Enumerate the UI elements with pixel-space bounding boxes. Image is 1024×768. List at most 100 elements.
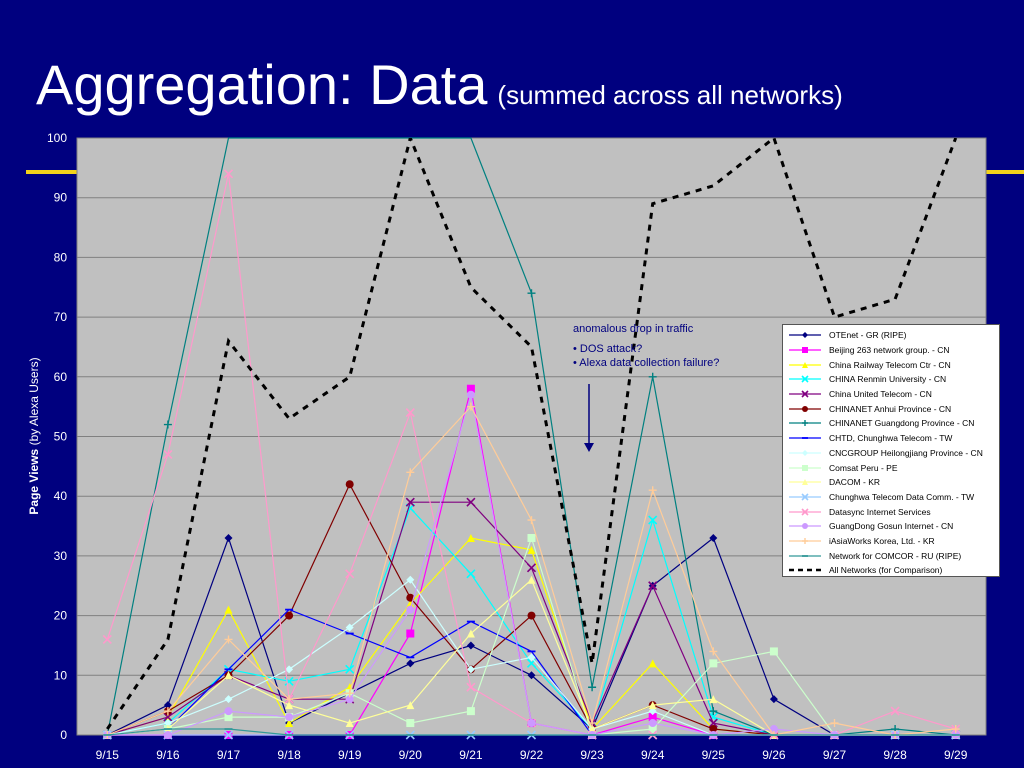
legend-swatch	[789, 508, 821, 516]
data-point	[466, 569, 476, 579]
x-tick-label: 9/21	[459, 748, 483, 762]
data-point	[345, 480, 354, 489]
data-point	[345, 664, 355, 674]
data-point	[223, 730, 234, 740]
data-point	[405, 408, 415, 418]
data-point	[709, 707, 718, 716]
legend-item: iAsiaWorks Korea, Ltd. - KR	[787, 534, 995, 549]
legend-item: Chunghwa Telecom Data Comm. - TW	[787, 490, 995, 505]
data-point	[802, 361, 808, 368]
legend-swatch	[789, 479, 821, 486]
data-point	[224, 707, 233, 716]
y-tick-label: 60	[54, 370, 68, 384]
data-point	[709, 695, 718, 704]
data-point	[163, 449, 173, 459]
y-tick-label: 30	[54, 549, 68, 563]
data-point	[466, 390, 475, 399]
data-point	[802, 405, 808, 412]
data-point	[406, 719, 415, 728]
legend-label: China Railway Telecom Ctr - CN	[829, 359, 951, 370]
data-point	[224, 605, 233, 614]
x-tick-label: 9/15	[96, 748, 120, 762]
y-tick-label: 10	[54, 668, 68, 682]
data-point	[466, 629, 475, 638]
x-tick-label: 9/16	[156, 748, 180, 762]
y-tick-label: 40	[54, 489, 68, 503]
annotation: anomalous drop in traffic • DOS attack? …	[573, 322, 719, 370]
y-tick-label: 100	[47, 131, 67, 145]
data-point	[801, 390, 809, 398]
data-point	[527, 611, 536, 620]
data-point	[951, 725, 960, 734]
series-16	[106, 138, 958, 730]
data-point	[648, 486, 657, 495]
legend-label: CHINANET Anhui Province - CN	[829, 403, 952, 414]
data-point	[648, 701, 657, 710]
data-point	[406, 468, 415, 477]
annotation-bullet-1: • DOS attack?	[573, 343, 643, 355]
legend-swatch	[789, 449, 821, 456]
x-tick-label: 9/26	[762, 748, 786, 762]
legend-label: China United Telecom - CN	[829, 389, 932, 400]
data-point	[802, 449, 808, 456]
y-tick-label: 70	[54, 310, 68, 324]
legend-swatch	[789, 332, 821, 339]
data-point	[285, 695, 294, 704]
legend-item: DACOM - KR	[787, 475, 995, 490]
data-point	[527, 516, 536, 525]
data-point	[802, 420, 808, 427]
legend-label: Datasync Internet Services	[829, 506, 931, 517]
data-point	[588, 725, 597, 734]
chart-legend: OTEnet - GR (RIPE) Beijing 263 network gr…	[782, 324, 1000, 577]
data-point	[285, 701, 294, 710]
legend-label: Beijing 263 network group. - CN	[829, 345, 950, 356]
y-tick-label: 0	[60, 728, 67, 742]
data-point	[527, 289, 536, 298]
data-point	[802, 479, 808, 486]
legend-item: CHINANET Anhui Province - CN	[787, 401, 995, 416]
data-point	[224, 713, 233, 722]
data-point	[466, 533, 475, 542]
data-point	[345, 569, 355, 579]
data-point	[466, 384, 475, 393]
data-point	[708, 718, 718, 728]
arrow-head	[584, 443, 594, 452]
x-tick-label: 9/27	[823, 748, 847, 762]
data-point	[588, 719, 597, 728]
legend-item: Network for COMCOR - RU (RIPE)	[787, 548, 995, 563]
data-point	[527, 719, 536, 728]
data-point	[527, 545, 536, 554]
accent-rule-right	[986, 170, 1024, 174]
data-point	[163, 731, 172, 739]
legend-swatch	[789, 523, 821, 530]
legend-label: OTEnet - GR (RIPE)	[829, 330, 907, 341]
slide-title: Aggregation: Data (summed across all netw…	[36, 52, 843, 117]
x-tick-label: 9/25	[702, 748, 726, 762]
data-point	[648, 515, 658, 525]
data-point	[527, 671, 536, 680]
data-point	[406, 701, 415, 710]
legend-label: iAsiaWorks Korea, Ltd. - KR	[829, 535, 935, 546]
data-point	[466, 402, 475, 411]
data-point	[648, 659, 657, 668]
data-point	[801, 508, 809, 516]
legend-swatch	[789, 554, 821, 557]
data-point	[527, 575, 536, 584]
legend-swatch	[789, 375, 821, 383]
x-tick-label: 9/20	[399, 748, 423, 762]
legend-label: Comsat Peru - PE	[829, 462, 898, 473]
data-point	[406, 629, 415, 638]
legend-swatch	[789, 464, 821, 471]
x-tick-label: 9/18	[277, 748, 301, 762]
data-point	[709, 659, 718, 668]
data-point	[709, 725, 718, 734]
data-point	[466, 665, 475, 674]
legend-swatch	[789, 420, 821, 427]
data-point	[802, 464, 808, 471]
data-point	[588, 683, 597, 692]
data-point	[345, 623, 354, 632]
data-point	[406, 659, 415, 668]
legend-item: OTEnet - GR (RIPE)	[787, 328, 995, 343]
annotation-heading: anomalous drop in traffic	[573, 323, 694, 335]
data-point	[769, 695, 778, 704]
